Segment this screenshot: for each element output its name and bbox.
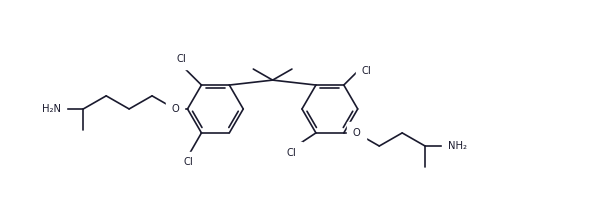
Text: Cl: Cl <box>362 66 371 76</box>
Text: H₂N: H₂N <box>42 104 61 114</box>
Text: O: O <box>352 128 360 138</box>
Text: Cl: Cl <box>177 54 187 64</box>
Text: O: O <box>171 104 179 114</box>
Text: Cl: Cl <box>183 157 193 167</box>
Text: Cl: Cl <box>287 148 296 158</box>
Text: NH₂: NH₂ <box>448 141 467 151</box>
